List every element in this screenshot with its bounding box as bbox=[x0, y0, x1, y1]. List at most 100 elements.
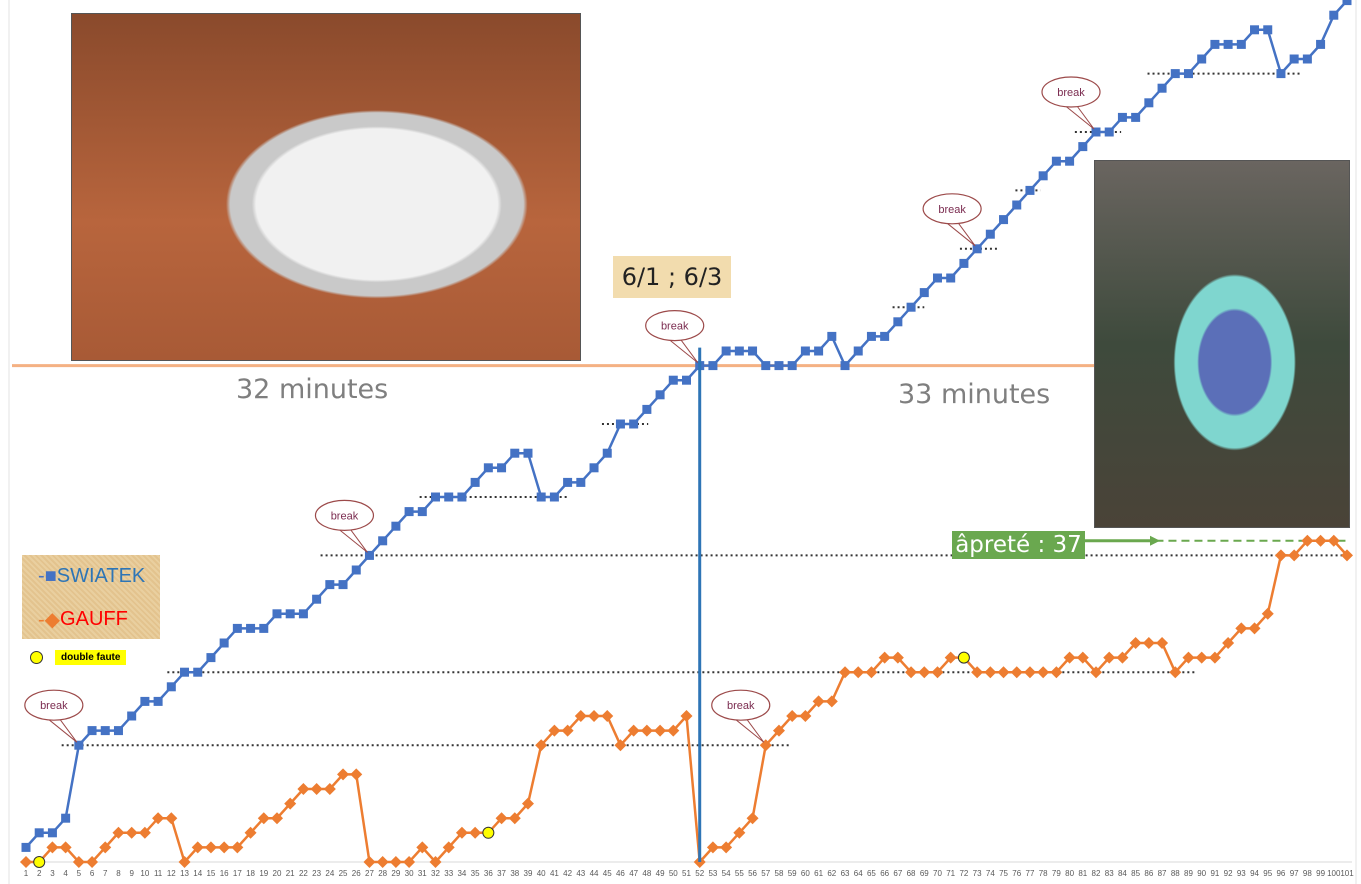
data-point bbox=[972, 244, 982, 254]
gauff-photo bbox=[1094, 160, 1350, 528]
x-tick-label: 38 bbox=[510, 869, 519, 878]
yellow-dot-icon bbox=[30, 651, 43, 664]
legend-swiatek-label: SWIATEK bbox=[56, 565, 146, 587]
data-point bbox=[495, 812, 508, 825]
data-point bbox=[1090, 666, 1103, 679]
x-tick-label: 72 bbox=[959, 869, 968, 878]
x-tick-label: 93 bbox=[1237, 869, 1246, 878]
data-point bbox=[404, 507, 414, 517]
data-point bbox=[246, 623, 256, 633]
x-tick-label: 57 bbox=[761, 869, 770, 878]
x-tick-label: 89 bbox=[1184, 869, 1193, 878]
data-point bbox=[259, 623, 269, 633]
data-point bbox=[761, 361, 771, 371]
data-point bbox=[193, 667, 203, 677]
data-point bbox=[113, 726, 123, 736]
data-point bbox=[865, 666, 878, 679]
data-point bbox=[285, 609, 295, 619]
x-tick-label: 20 bbox=[273, 869, 282, 878]
aprete-label: âpreté : 37 bbox=[952, 531, 1085, 559]
data-point bbox=[1276, 69, 1286, 79]
data-point bbox=[878, 651, 891, 664]
data-point bbox=[1144, 98, 1154, 108]
data-point bbox=[72, 856, 85, 868]
x-tick-label: 8 bbox=[116, 869, 121, 878]
x-tick-label: 12 bbox=[167, 869, 176, 878]
x-tick-label: 70 bbox=[933, 869, 942, 878]
data-point bbox=[536, 492, 546, 502]
data-point bbox=[338, 580, 348, 590]
data-point bbox=[1050, 666, 1063, 679]
x-tick-label: 40 bbox=[537, 869, 546, 878]
data-point bbox=[746, 812, 759, 825]
arrow-head-icon bbox=[1150, 535, 1160, 546]
data-point bbox=[46, 841, 59, 854]
data-point bbox=[231, 841, 244, 854]
data-point bbox=[204, 841, 217, 854]
x-tick-label: 15 bbox=[206, 869, 215, 878]
data-point bbox=[272, 609, 282, 619]
data-point bbox=[893, 317, 903, 327]
break-callout: break bbox=[645, 310, 705, 363]
data-point bbox=[376, 856, 389, 868]
data-point bbox=[1157, 83, 1167, 93]
data-point bbox=[61, 813, 71, 823]
square-marker-icon: -■ bbox=[38, 565, 57, 587]
legend-swiatek: -■ SWIATEK bbox=[38, 565, 145, 588]
data-point bbox=[919, 288, 929, 298]
data-point bbox=[563, 477, 573, 487]
data-point bbox=[180, 667, 190, 677]
data-point bbox=[535, 739, 548, 752]
x-tick-label: 44 bbox=[590, 869, 599, 878]
data-point bbox=[627, 724, 640, 737]
data-point bbox=[1235, 622, 1248, 635]
callout-tail bbox=[1062, 103, 1095, 130]
data-point bbox=[561, 724, 574, 737]
data-point bbox=[1182, 651, 1195, 664]
x-tick-label: 75 bbox=[999, 869, 1008, 878]
data-point bbox=[1316, 39, 1326, 49]
callout-bubble bbox=[24, 689, 84, 721]
x-tick-label: 3 bbox=[50, 869, 55, 878]
x-tick-label: 71 bbox=[946, 869, 955, 878]
x-tick-label: 100 bbox=[1327, 869, 1341, 878]
x-tick-label: 9 bbox=[129, 869, 134, 878]
callout-tail bbox=[666, 337, 699, 363]
data-point bbox=[1250, 25, 1260, 35]
x-tick-label: 54 bbox=[722, 869, 731, 878]
double-fault-marker bbox=[957, 651, 970, 664]
break-label: break bbox=[331, 510, 359, 522]
callout-bubble bbox=[645, 310, 705, 342]
x-tick-label: 25 bbox=[339, 869, 348, 878]
data-point bbox=[112, 826, 125, 839]
data-point bbox=[1301, 534, 1314, 547]
break-label: break bbox=[40, 700, 68, 712]
data-point bbox=[614, 739, 627, 752]
callout-tail bbox=[943, 220, 976, 247]
data-point bbox=[1341, 549, 1353, 562]
x-tick-label: 6 bbox=[90, 869, 95, 878]
set1-duration: 32 minutes bbox=[236, 374, 389, 405]
x-tick-label: 35 bbox=[471, 869, 480, 878]
data-point bbox=[1103, 651, 1116, 664]
data-point bbox=[1274, 549, 1287, 562]
x-tick-label: 59 bbox=[788, 869, 797, 878]
data-point bbox=[999, 215, 1009, 225]
x-tick-label: 63 bbox=[841, 869, 850, 878]
data-point bbox=[906, 302, 916, 312]
data-point bbox=[1010, 666, 1023, 679]
data-point bbox=[429, 856, 442, 868]
x-tick-label: 27 bbox=[365, 869, 374, 878]
data-point bbox=[1117, 112, 1127, 122]
data-point bbox=[165, 812, 178, 825]
x-tick-label: 36 bbox=[484, 869, 493, 878]
data-point bbox=[971, 666, 984, 679]
x-tick-label: 94 bbox=[1250, 869, 1259, 878]
break-label: break bbox=[1057, 87, 1085, 99]
x-tick-label: 77 bbox=[1026, 869, 1035, 878]
data-point bbox=[1208, 651, 1221, 664]
data-point bbox=[1223, 39, 1233, 49]
data-point bbox=[1065, 156, 1075, 166]
data-point bbox=[1169, 666, 1182, 679]
data-point bbox=[1142, 637, 1155, 649]
